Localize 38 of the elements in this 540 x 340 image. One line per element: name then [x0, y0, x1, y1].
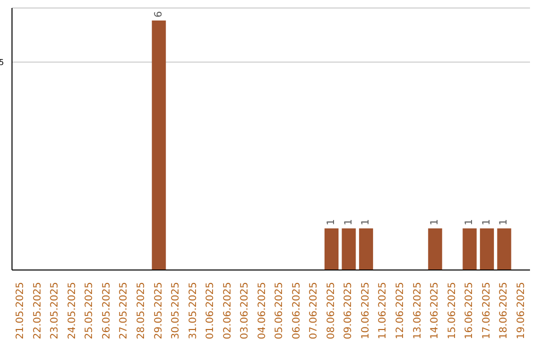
x-tick-label: 14.06.2025	[430, 282, 441, 340]
x-tick-label: 22.05.2025	[32, 282, 44, 340]
x-tick-label: 27.05.2025	[118, 282, 130, 340]
data-label: 1	[326, 219, 338, 226]
x-tick-label: 25.05.2025	[84, 282, 96, 340]
data-label: 1	[498, 219, 510, 226]
x-tick-label: 28.05.2025	[136, 282, 147, 340]
x-tick-label: 07.06.2025	[308, 282, 320, 340]
x-tick-label: 04.06.2025	[256, 282, 268, 340]
x-tick-label: 03.06.2025	[240, 282, 251, 340]
x-tick-label: 23.05.2025	[50, 282, 61, 340]
data-label: 1	[481, 219, 492, 226]
x-tick-label: 13.06.2025	[412, 282, 424, 340]
data-label: 1	[430, 219, 441, 226]
x-tick-label: 19.06.2025	[516, 282, 527, 340]
x-tick-label: 21.05.2025	[15, 282, 26, 340]
x-tick-label: 30.05.2025	[170, 282, 182, 340]
x-tick-label: 17.06.2025	[481, 282, 492, 340]
data-label: 1	[343, 219, 354, 226]
data-label: 6	[153, 11, 164, 18]
data-label: 1	[464, 219, 476, 226]
x-tick-label: 18.06.2025	[498, 282, 510, 340]
x-tick-label: 09.06.2025	[343, 282, 354, 340]
x-tick-label: 02.06.2025	[222, 282, 234, 340]
x-tick-label: 08.06.2025	[326, 282, 337, 340]
x-tick-label: 24.05.2025	[66, 282, 78, 340]
x-tick-label: 29.05.2025	[153, 282, 164, 340]
x-tick-label: 10.06.2025	[360, 282, 372, 340]
x-tick-label: 05.06.2025	[274, 282, 286, 340]
x-tick-label: 12.06.2025	[395, 282, 406, 340]
x-tick-label: 15.06.2025	[446, 282, 458, 340]
x-tick-label: 01.06.2025	[205, 282, 216, 340]
x-tick-label: 06.06.2025	[291, 282, 302, 340]
data-label: 1	[360, 219, 372, 226]
x-tick-label: 31.05.2025	[188, 282, 199, 340]
x-tick-label: 11.06.2025	[378, 282, 389, 340]
x-tick-label: 26.05.2025	[101, 282, 112, 340]
x-tick-label: 16.06.2025	[464, 282, 476, 340]
